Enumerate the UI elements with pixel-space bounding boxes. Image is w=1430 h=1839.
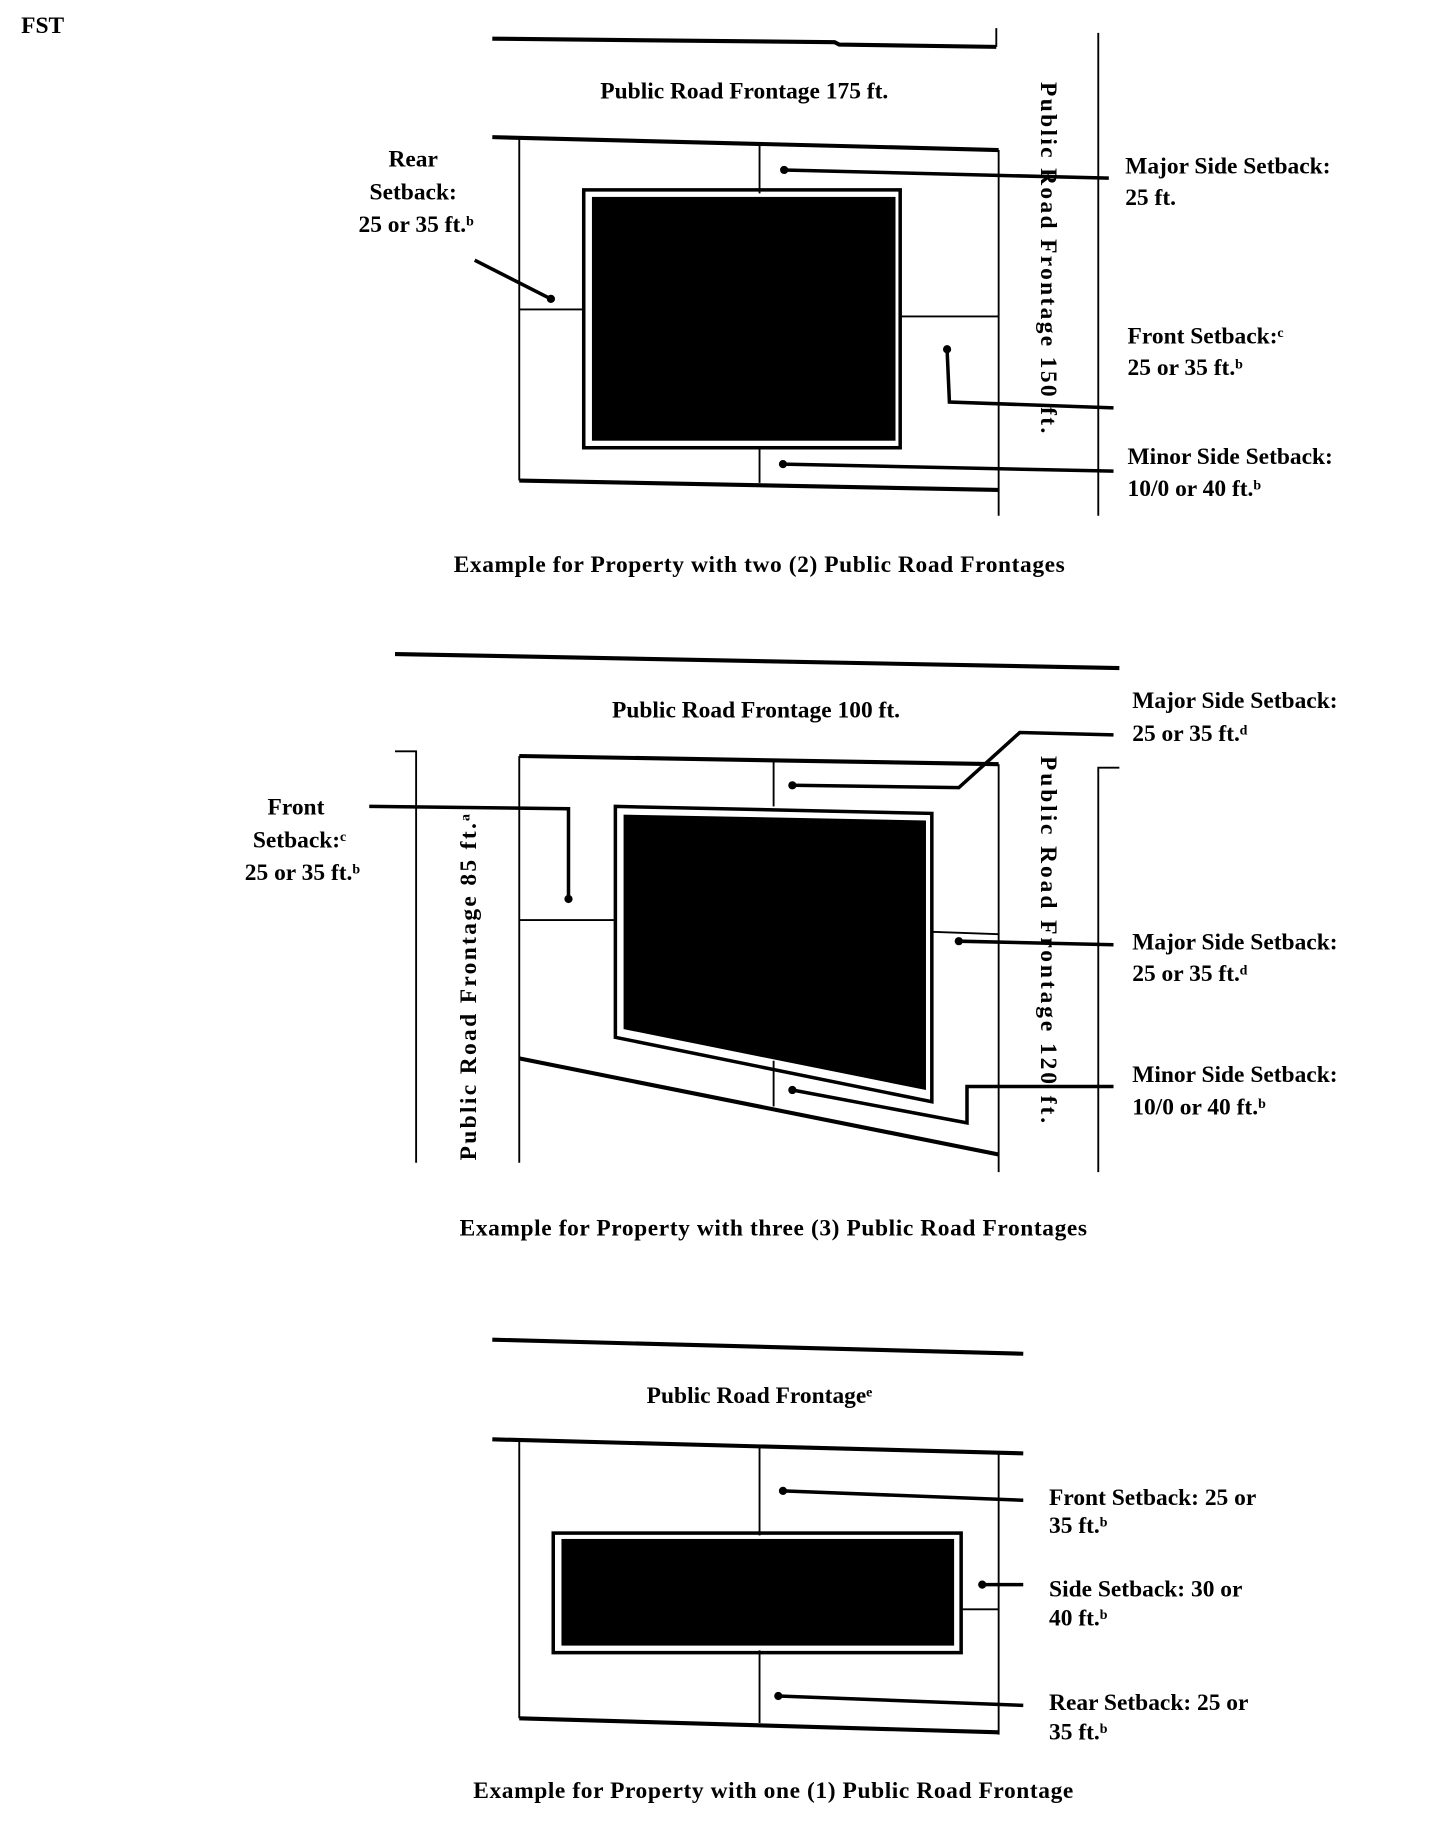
diagram-three-frontages: Public Road Frontage 100 ft. Public Road…	[245, 651, 1343, 1241]
rear-leader	[473, 258, 552, 301]
road-label-top: Public Road Frontage 175 ft.	[600, 78, 888, 104]
major-side-label: Major Side Setback: 25 ft.	[1125, 153, 1336, 211]
road-label-top: Public Road Frontage 100 ft.	[612, 697, 900, 723]
building-outline	[551, 1531, 963, 1655]
front-leader	[369, 804, 571, 899]
front-label: Front Setback:ᶜ 25 or 35 ft.ᵇ	[1128, 323, 1290, 381]
diagram-one-frontage: Public Road Frontageᵉ Front Setback: 25 …	[473, 1337, 1262, 1804]
building	[623, 814, 926, 1091]
building-outline	[581, 188, 902, 450]
front-leader	[945, 349, 1114, 410]
lot-line-bottom	[519, 1716, 999, 1735]
caption: Example for Property with one (1) Public…	[473, 1778, 1074, 1804]
road-line-top	[492, 1337, 1024, 1356]
minor-side-label: Minor Side Setback: 10/0 or 40 ft.ᵇ	[1128, 444, 1339, 502]
road-line-top	[394, 651, 1120, 671]
rear-label: Rear Setback: 25 or 35 ft.ᵇ	[359, 146, 475, 238]
building	[591, 196, 896, 441]
lot-line-bottom	[519, 478, 999, 492]
lot-line-bottom	[518, 1056, 1000, 1157]
caption: Example for Property with two (2) Public…	[454, 552, 1066, 578]
rear-leader	[778, 1694, 1024, 1708]
major-side-leader	[784, 168, 1109, 180]
road-label-right: Public Road Frontage 150 ft.	[1035, 82, 1061, 436]
rear-label: Rear Setback: 25 or 35 ft.ᵇ	[1049, 1690, 1254, 1745]
road-label-right: Public Road Frontage 120 ft.	[1035, 756, 1061, 1126]
side-label: Side Setback: 30 or 40 ft.ᵇ	[1049, 1576, 1248, 1631]
caption: Example for Property with three (3) Publ…	[460, 1215, 1088, 1241]
minor-side-label: Minor Side Setback: 10/0 or 40 ft.ᵇ	[1132, 1062, 1343, 1121]
diagram-two-frontages: Public Road Frontage 175 ft. Public Road…	[359, 28, 1339, 578]
road-line-left	[395, 750, 418, 1163]
front-label: Front Setback:ᶜ 25 or 35 ft.ᵇ	[245, 795, 361, 887]
major-side-top-label: Major Side Setback: 25 or 35 ft.ᵈ	[1132, 688, 1343, 747]
minor-side-leader	[792, 1084, 1114, 1125]
road-label-top: Public Road Frontageᵉ	[647, 1383, 873, 1409]
lot-line-top	[519, 753, 999, 767]
front-label: Front Setback: 25 or 35 ft.ᵇ	[1049, 1485, 1262, 1539]
major-side-top-leader	[792, 730, 1114, 790]
major-side-right-label: Major Side Setback: 25 or 35 ft.ᵈ	[1132, 929, 1343, 987]
building	[561, 1538, 955, 1646]
lot-line-top	[492, 135, 999, 153]
page-label: FST	[21, 13, 64, 39]
divider	[931, 930, 999, 936]
major-side-right-leader	[958, 939, 1114, 947]
front-leader	[782, 1489, 1024, 1503]
lot-line-top	[492, 1437, 1024, 1456]
road-label-left: Public Road Frontage 85 ft.ᵃ	[456, 812, 482, 1161]
building-outline	[613, 804, 934, 1104]
road-line-right	[1097, 766, 1120, 1173]
road-line-top	[492, 36, 997, 49]
minor-side-leader	[782, 462, 1114, 473]
